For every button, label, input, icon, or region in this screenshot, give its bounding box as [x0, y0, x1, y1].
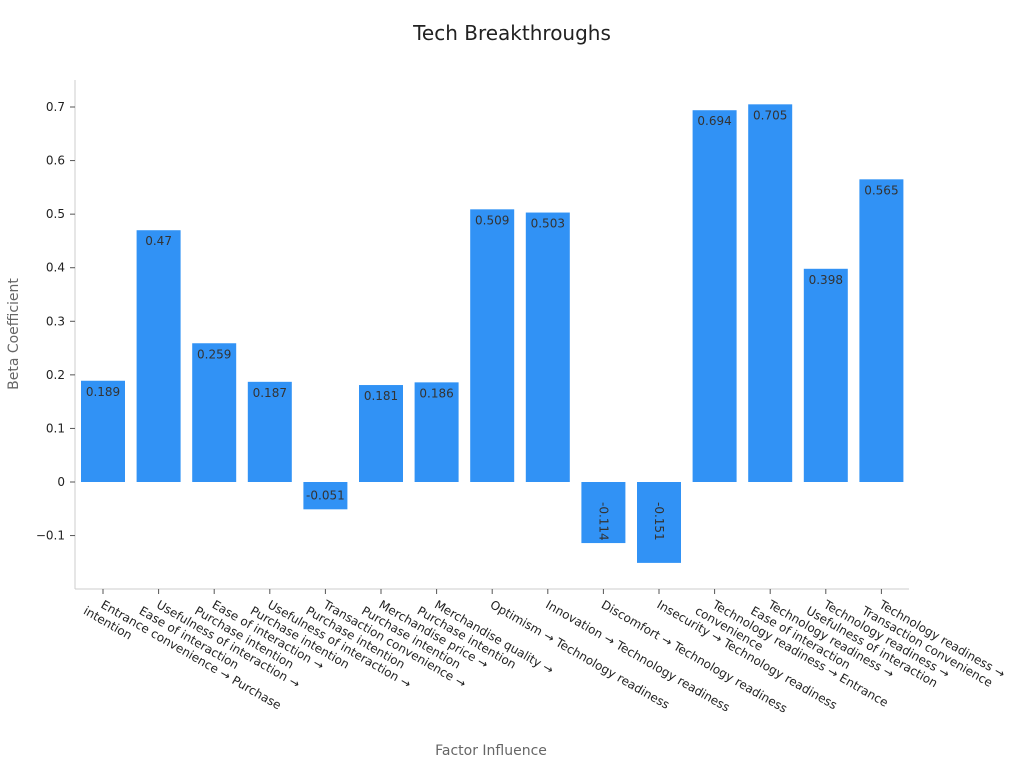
bar [247, 381, 292, 482]
bar-value-label: 0.705 [753, 108, 787, 122]
y-tick-label: 0.1 [46, 421, 65, 435]
bar-value-label: 0.509 [475, 213, 509, 227]
bar [81, 380, 125, 482]
y-tick-label: 0.3 [46, 314, 65, 328]
bar-value-label: 0.186 [419, 386, 453, 400]
bar [470, 209, 515, 482]
chart-title: Tech Breakthroughs [412, 21, 611, 45]
bar [359, 385, 403, 482]
bar-value-label: 0.398 [809, 273, 843, 287]
y-tick-label: 0.6 [46, 154, 65, 168]
x-axis [75, 588, 909, 594]
bar-value-labels: 0.189 0.47 0.259 0.187 -0.051 0.181 0.186 0.509… [86, 108, 899, 540]
bar-value-label: 0.47 [145, 234, 172, 248]
bar [692, 110, 737, 483]
category-labels: Entrance convenience → Purchaseintention… [81, 597, 1007, 716]
bar-value-label: 0.259 [197, 347, 231, 361]
bar-value-label: -0.051 [306, 488, 345, 502]
y-tick-label: 0.5 [46, 207, 65, 221]
y-axis-title: Beta Coefficient [6, 278, 22, 390]
y-tick-label: 0.7 [46, 100, 65, 114]
bar-value-label: -0.151 [652, 502, 666, 541]
x-axis-title: Factor Influence [435, 743, 547, 759]
bar-value-label: 0.187 [253, 386, 287, 400]
bars [81, 104, 904, 563]
bar [803, 268, 848, 482]
y-axis: −0.1 0 0.1 0.2 0.3 0.4 0.5 0.6 0.7 [36, 80, 76, 589]
y-tick-label: 0.4 [46, 261, 65, 275]
bar-value-label: 0.694 [697, 114, 731, 128]
bar [748, 104, 793, 483]
y-tick-label: 0.2 [46, 368, 65, 382]
bar [414, 382, 459, 482]
bar [525, 212, 570, 482]
y-tick-label: −0.1 [36, 529, 65, 543]
bar [303, 482, 348, 510]
bar [859, 179, 904, 482]
bar-value-label: 0.503 [531, 217, 565, 231]
bar [136, 230, 181, 482]
y-tick-label: 0 [57, 475, 65, 489]
bar-value-label: 0.565 [864, 183, 898, 197]
bar [581, 482, 626, 544]
bar [637, 482, 681, 563]
bar-value-label: -0.114 [596, 502, 610, 541]
bar [192, 343, 237, 482]
bar-value-label: 0.189 [86, 385, 120, 399]
bar-value-label: 0.181 [364, 389, 398, 403]
